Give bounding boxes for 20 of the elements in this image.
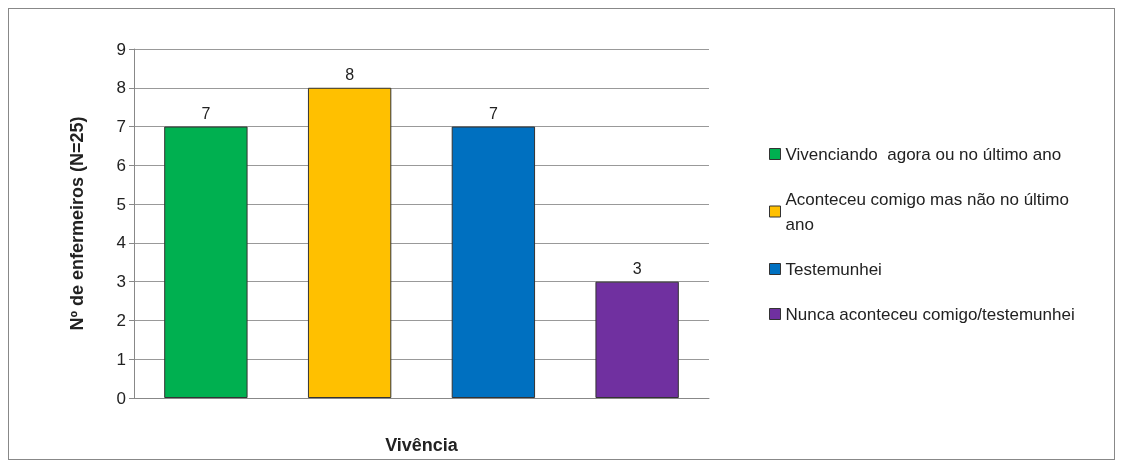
y-tick-label: 2 xyxy=(116,310,126,330)
y-axis-title: Nº de enfermeiros (N=25) xyxy=(67,116,87,331)
legend-label: Testemunhei xyxy=(785,259,882,279)
data-label: 3 xyxy=(632,260,642,278)
y-tick-label: 1 xyxy=(116,349,126,369)
legend-label: Nunca aconteceu comigo/testemunhei xyxy=(785,304,1075,324)
x-axis-title: Vivência xyxy=(385,435,459,455)
y-tick-label: 0 xyxy=(116,388,126,408)
y-tick-label: 4 xyxy=(116,233,126,253)
y-tick-label: 5 xyxy=(116,194,126,214)
y-tick-label: 6 xyxy=(116,155,126,175)
data-label: 8 xyxy=(345,66,355,84)
y-tick-label: 9 xyxy=(116,39,126,59)
y-tick-label: 7 xyxy=(116,117,126,137)
legend-label: Vivenciando agora ou no último ano xyxy=(785,144,1062,164)
y-tick-label: 8 xyxy=(116,78,126,98)
legend-label: Aconteceu comigo mas não no último ano xyxy=(785,189,1074,234)
y-tick-label: 3 xyxy=(116,272,126,292)
data-label: 7 xyxy=(488,105,498,123)
data-label: 7 xyxy=(201,105,211,123)
